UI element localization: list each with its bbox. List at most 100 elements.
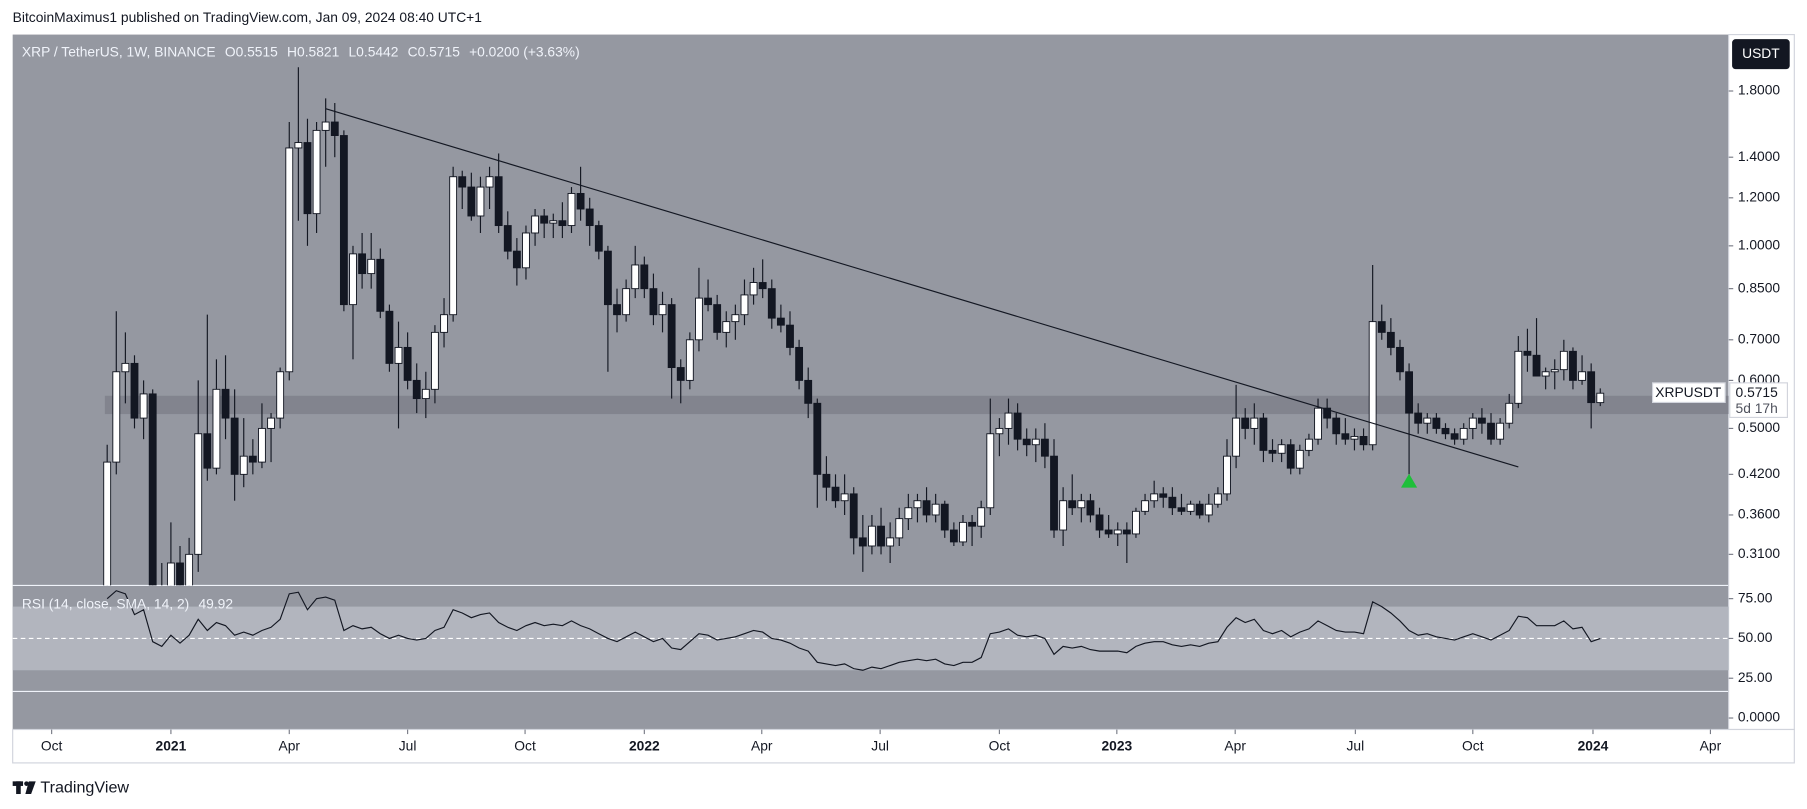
candle-body — [512, 250, 521, 269]
candle-body — [1596, 392, 1605, 404]
candle-body — [212, 388, 221, 469]
candle-body — [1050, 455, 1058, 531]
candle-body — [194, 433, 203, 555]
candle-body — [1059, 500, 1068, 531]
x-tick-label: Apr — [1700, 737, 1722, 753]
candle-body — [358, 253, 367, 275]
candle-body — [676, 367, 685, 381]
candle-body — [840, 493, 849, 502]
candle-body — [795, 346, 804, 381]
publisher-header: BitcoinMaximus1 published on TradingView… — [13, 9, 482, 25]
candle-body — [485, 176, 494, 188]
candle-body — [1104, 529, 1113, 535]
candle-body — [1532, 354, 1541, 377]
x-tick-label: Apr — [751, 737, 773, 753]
candle-body — [139, 393, 148, 419]
candle-body — [940, 503, 949, 531]
candle-body — [1505, 402, 1514, 424]
candle-body — [1086, 500, 1095, 516]
candle-body — [1250, 417, 1259, 429]
candle-body — [494, 176, 503, 227]
candle-body — [986, 433, 995, 509]
y-tick-label: 0.3100 — [1738, 545, 1781, 561]
candle-body — [631, 264, 640, 290]
ohlc-value: 0.5821 — [297, 44, 339, 60]
rsi-last-value: 49.92 — [198, 596, 233, 612]
candle-body — [658, 304, 667, 316]
ohlc-value: 0.5442 — [356, 44, 398, 60]
candle-body — [522, 232, 530, 269]
candle-body — [767, 288, 776, 319]
candle-body — [276, 371, 285, 419]
candle-body — [1132, 510, 1140, 535]
candle-body — [959, 521, 967, 543]
candle-body — [285, 147, 294, 373]
x-tick-label: Jul — [871, 737, 889, 753]
candle-body — [1405, 371, 1413, 414]
candle-body — [1159, 493, 1168, 498]
candle-body — [1195, 503, 1204, 516]
candle-body — [294, 142, 303, 149]
candle-body — [376, 258, 385, 312]
candle-body — [1341, 433, 1350, 440]
x-tick-label: Oct — [989, 737, 1011, 753]
x-tick-label: 2023 — [1101, 737, 1132, 753]
candle-body — [166, 562, 175, 586]
candle-body — [1241, 417, 1250, 429]
ohlc-key: O — [225, 44, 236, 60]
candle-body — [1514, 350, 1523, 404]
candle-body — [1314, 407, 1322, 440]
y-tick-label: 1.2000 — [1738, 188, 1781, 204]
candle-body — [849, 493, 858, 539]
candle-body — [112, 371, 121, 463]
price-plot — [103, 67, 1729, 586]
x-tick-label: Oct — [41, 737, 63, 753]
candle-body — [349, 253, 357, 306]
symbol-tag — [1651, 382, 1726, 404]
candle-body — [594, 225, 603, 252]
candle-body — [303, 142, 312, 215]
candle-body — [786, 324, 794, 348]
price-pane — [12, 34, 1729, 586]
candle-body — [713, 304, 722, 333]
candle-body — [476, 186, 485, 217]
tradingview-logo — [12, 781, 36, 795]
candle-body — [239, 455, 248, 475]
candle-body — [931, 503, 940, 516]
candle-body — [230, 417, 239, 475]
candle-body — [1477, 417, 1486, 424]
candle-body — [431, 331, 439, 390]
candle-body — [749, 282, 758, 296]
candle-body — [1459, 427, 1468, 440]
x-tick-label: Oct — [514, 737, 536, 753]
candle-body — [1487, 422, 1495, 440]
ohlc-key: L — [348, 44, 356, 60]
candle-body — [1423, 417, 1432, 424]
candle-body — [121, 362, 130, 373]
candle-body — [685, 339, 694, 381]
ohlc-key: H — [287, 44, 297, 60]
candle-body — [1332, 417, 1341, 435]
price-axis — [1728, 33, 1795, 731]
candle-body — [968, 521, 976, 527]
candle-body — [868, 525, 876, 547]
candle-body — [822, 473, 831, 488]
candle-body — [558, 220, 567, 227]
time-axis — [12, 728, 1795, 764]
candle-body — [1259, 417, 1268, 451]
currency-button[interactable] — [1732, 39, 1790, 70]
candle-body — [640, 264, 649, 290]
candle-body — [1559, 350, 1568, 371]
candle-body — [1168, 496, 1177, 509]
candle-body — [695, 297, 703, 341]
candle-body — [440, 314, 448, 333]
rsi-line — [106, 590, 1601, 671]
candle-body — [1578, 371, 1586, 381]
candle-body — [412, 379, 421, 400]
y-tick-label: 0.4200 — [1738, 465, 1781, 481]
candle-body — [995, 427, 1004, 435]
candle-body — [1569, 350, 1577, 381]
candle-body — [1268, 449, 1277, 454]
x-tick-label: Apr — [279, 737, 301, 753]
